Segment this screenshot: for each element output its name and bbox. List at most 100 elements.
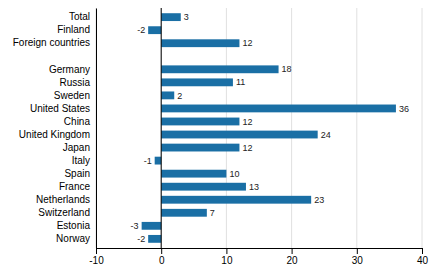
chart-container: -10 0 10 20 30 40 Norway Estonia Switzerland Neth… <box>0 0 442 272</box>
grid-line <box>356 8 357 248</box>
y-tick: Japan <box>63 142 90 153</box>
data-label: 11 <box>236 77 245 87</box>
bar <box>148 26 161 34</box>
data-label: 10 <box>229 169 239 179</box>
bar <box>161 144 239 152</box>
y-tick-label: Japan <box>63 142 90 153</box>
y-tick-label: Norway <box>56 233 90 244</box>
y-tick: Switzerland <box>38 207 90 218</box>
x-tick-mark <box>226 248 227 254</box>
data-label: 23 <box>314 195 324 205</box>
bar <box>155 157 162 165</box>
y-tick: Germany <box>49 64 90 75</box>
y-tick-label: France <box>59 181 91 192</box>
bar <box>142 222 162 230</box>
x-tick-label: 20 <box>287 255 299 266</box>
data-labels: -2 -3 7 23 13 10 -1 12 24 12 36 2 11 18 12 -2 3 <box>131 12 409 244</box>
grid-line <box>291 8 292 248</box>
bar <box>161 183 246 191</box>
bar <box>161 170 226 178</box>
data-label: 12 <box>242 117 252 127</box>
y-tick-label: Estonia <box>57 220 91 231</box>
y-tick-label: Sweden <box>54 90 90 101</box>
y-tick: Total <box>69 11 90 22</box>
x-tick-mark <box>422 248 423 254</box>
data-label: -3 <box>131 221 139 231</box>
y-tick-label: United Kingdom <box>19 129 90 140</box>
y-tick: Norway <box>56 233 90 244</box>
y-tick: United States <box>30 103 90 114</box>
x-tick-mark <box>161 248 162 254</box>
bar <box>161 39 239 47</box>
y-tick: Netherlands <box>36 194 90 205</box>
x-tick: 40 <box>417 248 429 266</box>
data-label: -2 <box>137 25 145 35</box>
y-tick: Foreign countries <box>13 37 90 48</box>
y-tick: France <box>59 181 91 192</box>
y-tick: United Kingdom <box>19 129 90 140</box>
data-label: 18 <box>282 64 292 74</box>
y-tick: Italy <box>72 155 90 166</box>
x-tick: 10 <box>221 248 233 266</box>
bar <box>161 91 174 99</box>
grid <box>96 8 422 248</box>
y-tick: Spain <box>64 168 90 179</box>
y-tick: Sweden <box>54 90 90 101</box>
x-tick-mark <box>357 248 358 254</box>
data-label: 12 <box>242 38 252 48</box>
y-axis-line <box>96 9 97 249</box>
bar <box>161 65 278 73</box>
x-tick-label: 30 <box>352 255 364 266</box>
x-tick: -10 <box>89 248 104 266</box>
x-tick-mark <box>96 248 97 254</box>
y-tick: Estonia <box>57 220 91 231</box>
y-tick-label: United States <box>30 103 90 114</box>
y-tick-label: Finland <box>57 24 90 35</box>
zero-line <box>161 8 162 248</box>
y-tick-label: Foreign countries <box>13 37 90 48</box>
y-tick-label: Germany <box>49 64 90 75</box>
y-tick: Finland <box>57 24 90 35</box>
y-tick: China <box>64 116 91 127</box>
data-label: 13 <box>249 182 259 192</box>
x-axis-line <box>97 249 423 255</box>
bar <box>161 118 239 126</box>
data-label: 36 <box>399 104 409 114</box>
grid-line <box>422 8 423 248</box>
data-label: 3 <box>184 12 189 22</box>
bar <box>161 209 207 217</box>
chart: -10 0 10 20 30 40 Norway Estonia Switzerland Neth… <box>0 0 442 272</box>
x-tick: 0 <box>159 248 165 266</box>
x-axis: -10 0 10 20 30 40 <box>89 248 428 266</box>
y-tick-label: Total <box>69 11 90 22</box>
data-label: 2 <box>177 91 182 101</box>
bar <box>161 105 396 113</box>
y-tick-label: Spain <box>64 168 90 179</box>
plot: -10 0 10 20 30 40 Norway Estonia Switzerland Neth… <box>13 8 429 266</box>
grid-line <box>96 8 97 248</box>
grid-line <box>161 8 162 248</box>
y-tick-label: Russia <box>59 77 90 88</box>
y-tick-label: China <box>64 116 91 127</box>
data-label: 7 <box>210 208 215 218</box>
x-tick-label: 40 <box>417 255 429 266</box>
data-label: 24 <box>321 130 331 140</box>
data-label: -1 <box>144 156 152 166</box>
data-label: -2 <box>137 234 145 244</box>
bar <box>161 13 181 21</box>
y-tick: Russia <box>59 77 90 88</box>
bars <box>142 13 396 243</box>
bar <box>161 196 311 204</box>
bar <box>161 131 317 139</box>
data-label: 12 <box>242 143 252 153</box>
y-tick-label: Netherlands <box>36 194 90 205</box>
bar <box>161 78 233 86</box>
x-tick-label: -10 <box>89 255 104 266</box>
y-tick-label: Italy <box>72 155 90 166</box>
x-tick: 30 <box>352 248 364 266</box>
x-tick-label: 10 <box>221 255 233 266</box>
x-tick-mark <box>292 248 293 254</box>
x-tick-label: 0 <box>159 255 165 266</box>
y-axis: Norway Estonia Switzerland Netherlands Franc… <box>13 9 97 249</box>
x-tick: 20 <box>287 248 299 266</box>
